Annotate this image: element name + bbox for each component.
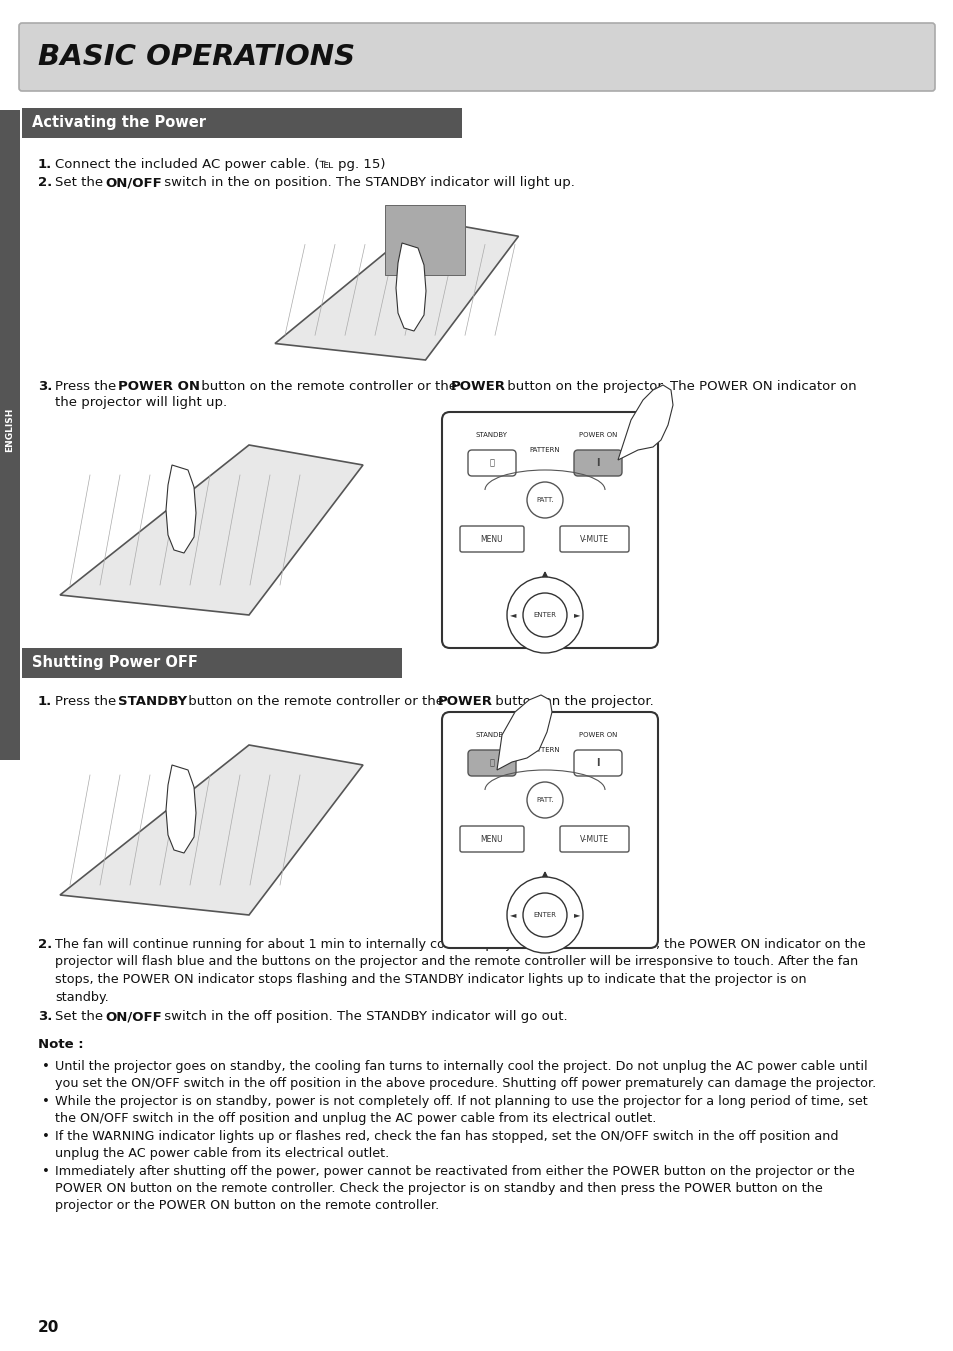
FancyBboxPatch shape [574, 750, 621, 775]
Text: ►: ► [573, 911, 579, 920]
Text: POWER: POWER [450, 380, 505, 393]
Text: PATTERN: PATTERN [529, 747, 559, 753]
Text: Until the projector goes on standby, the cooling fan turns to internally cool th: Until the projector goes on standby, the… [55, 1061, 876, 1090]
Text: 1.: 1. [38, 694, 52, 708]
Text: ENTER: ENTER [533, 612, 556, 617]
Polygon shape [274, 220, 518, 359]
Text: STANDBY: STANDBY [476, 432, 507, 438]
Text: •: • [42, 1061, 50, 1073]
Text: switch in the on position. The STANDBY indicator will light up.: switch in the on position. The STANDBY i… [159, 176, 574, 189]
Text: switch in the off position. The STANDBY indicator will go out.: switch in the off position. The STANDBY … [159, 1011, 567, 1023]
Text: Set the: Set the [55, 1011, 108, 1023]
Bar [22, 648, 401, 678]
Text: Activating the Power: Activating the Power [32, 115, 206, 131]
Text: The fan will continue running for about 1 min to internally cool the projector. : The fan will continue running for about … [55, 938, 864, 1004]
Circle shape [506, 877, 582, 952]
Circle shape [506, 577, 582, 653]
Text: button on the remote controller or the: button on the remote controller or the [184, 694, 448, 708]
FancyBboxPatch shape [559, 526, 628, 553]
Text: 2.: 2. [38, 176, 52, 189]
Text: •: • [42, 1096, 50, 1108]
Text: ◄: ◄ [509, 911, 516, 920]
Text: 3.: 3. [38, 380, 52, 393]
Text: ON/OFF: ON/OFF [105, 176, 162, 189]
FancyBboxPatch shape [459, 825, 523, 852]
FancyBboxPatch shape [559, 825, 628, 852]
Text: MENU: MENU [480, 535, 503, 543]
Polygon shape [166, 465, 195, 553]
Circle shape [526, 482, 562, 517]
Text: Press the: Press the [55, 380, 120, 393]
Text: If the WARNING indicator lights up or flashes red, check the fan has stopped, se: If the WARNING indicator lights up or fl… [55, 1129, 838, 1161]
Bar [385, 205, 464, 276]
Text: •: • [42, 1129, 50, 1143]
Text: the projector will light up.: the projector will light up. [55, 396, 227, 409]
Bar [40, 415, 419, 615]
Text: ⏻: ⏻ [489, 458, 494, 467]
Text: ►: ► [573, 611, 579, 620]
Text: MENU: MENU [480, 835, 503, 843]
FancyBboxPatch shape [441, 712, 658, 948]
Text: button on the remote controller or the: button on the remote controller or the [196, 380, 460, 393]
Text: While the projector is on standby, power is not completely off. If not planning : While the projector is on standby, power… [55, 1096, 867, 1125]
FancyBboxPatch shape [459, 526, 523, 553]
Text: 3.: 3. [38, 1011, 52, 1023]
Text: POWER ON: POWER ON [578, 432, 617, 438]
Text: STANDBY: STANDBY [118, 694, 187, 708]
Bar [40, 715, 419, 915]
Polygon shape [60, 444, 363, 615]
Text: Press the: Press the [55, 694, 120, 708]
Text: POWER ON: POWER ON [578, 732, 617, 738]
Text: 20: 20 [38, 1320, 59, 1336]
Polygon shape [395, 243, 426, 331]
Polygon shape [166, 765, 195, 852]
FancyBboxPatch shape [468, 750, 516, 775]
Text: ⏻: ⏻ [489, 758, 494, 767]
Bar [22, 108, 461, 138]
Text: V-MUTE: V-MUTE [578, 835, 608, 843]
Text: Note :: Note : [38, 1038, 84, 1051]
Text: •: • [42, 1165, 50, 1178]
Text: PATT.: PATT. [536, 497, 554, 503]
Text: button on the projector.: button on the projector. [490, 694, 653, 708]
Text: STANDBY: STANDBY [476, 732, 507, 738]
Text: V-MUTE: V-MUTE [578, 535, 608, 543]
FancyBboxPatch shape [441, 412, 658, 648]
Text: BASIC OPERATIONS: BASIC OPERATIONS [38, 43, 355, 72]
Text: Immediately after shutting off the power, power cannot be reactivated from eithe: Immediately after shutting off the power… [55, 1165, 854, 1212]
Text: POWER: POWER [437, 694, 493, 708]
Circle shape [522, 593, 566, 638]
Polygon shape [497, 694, 552, 770]
FancyBboxPatch shape [468, 450, 516, 476]
Text: button on the projector. The POWER ON indicator on: button on the projector. The POWER ON in… [502, 380, 856, 393]
Circle shape [522, 893, 566, 938]
Text: Shutting Power OFF: Shutting Power OFF [32, 655, 197, 670]
Text: ◄: ◄ [509, 611, 516, 620]
Polygon shape [60, 744, 363, 915]
Text: POWER ON: POWER ON [118, 380, 200, 393]
Text: ON/OFF: ON/OFF [105, 1011, 162, 1023]
Text: ENTER: ENTER [533, 912, 556, 917]
Polygon shape [618, 385, 672, 459]
Text: 1.: 1. [38, 158, 52, 172]
Text: ENGLISH: ENGLISH [6, 408, 14, 453]
Text: I: I [596, 758, 599, 767]
Text: PATT.: PATT. [536, 797, 554, 802]
FancyBboxPatch shape [574, 450, 621, 476]
Text: I: I [596, 458, 599, 467]
Text: Set the: Set the [55, 176, 108, 189]
Text: PATTERN: PATTERN [529, 447, 559, 453]
Bar [0, 109, 20, 761]
Text: 2.: 2. [38, 938, 52, 951]
Text: Connect the included AC power cable. (℡ pg. 15): Connect the included AC power cable. (℡ … [55, 158, 385, 172]
Bar [254, 195, 564, 359]
FancyBboxPatch shape [19, 23, 934, 91]
Circle shape [526, 782, 562, 817]
